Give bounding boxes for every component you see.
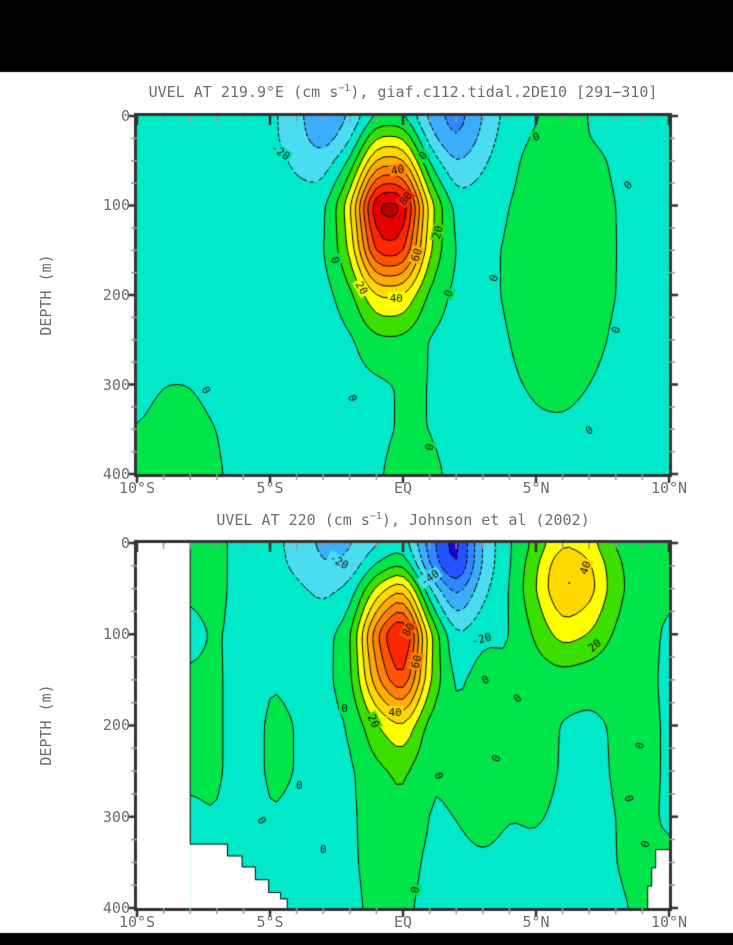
top-title-text: UVEL AT 219.9°E (cm s	[148, 83, 339, 101]
top-xtick-10s: 10°S	[118, 479, 156, 497]
bottom-panel-title: UVEL AT 220 (cm s−1), Johnson et al (200…	[137, 511, 669, 529]
bottom-ytick-0: 0	[120, 534, 130, 552]
top-xtick-5n: 5°N	[522, 479, 550, 497]
top-xtick-eq: EQ	[393, 479, 413, 497]
top-ytick-300: 300	[102, 376, 130, 394]
top-title-superscript: −1	[338, 83, 351, 94]
top-y-axis-label: DEPTH (m)	[37, 254, 55, 336]
bottom-ytick-400: 400	[102, 899, 130, 917]
bottom-xtick-10n: 10°N	[650, 913, 688, 931]
bottom-title-suffix: ), Johnson et al (2002)	[381, 511, 590, 529]
bottom-xtick-eq: EQ	[393, 913, 413, 931]
top-ytick-400: 400	[102, 465, 130, 483]
top-title-suffix: ), giaf.c112.tidal.2DE10 [291−310]	[350, 83, 658, 101]
bottom-title-superscript: −1	[369, 511, 382, 522]
bottom-ytick-100: 100	[102, 625, 130, 643]
top-xtick-10n: 10°N	[650, 479, 688, 497]
top-panel-title: UVEL AT 219.9°E (cm s−1), giaf.c112.tida…	[137, 83, 669, 101]
top-xtick-5s: 5°S	[256, 479, 284, 497]
bottom-ytick-300: 300	[102, 808, 130, 826]
top-ytick-200: 200	[102, 286, 130, 304]
top-ytick-0: 0	[120, 107, 130, 125]
bottom-xtick-5s: 5°S	[256, 913, 284, 931]
bottom-ytick-200: 200	[102, 716, 130, 734]
bottom-y-axis-label: DEPTH (m)	[37, 684, 55, 766]
bottom-xtick-10s: 10°S	[118, 913, 156, 931]
bottom-xtick-5n: 5°N	[522, 913, 550, 931]
top-ytick-100: 100	[102, 196, 130, 214]
bottom-title-text: UVEL AT 220 (cm s	[216, 511, 370, 529]
